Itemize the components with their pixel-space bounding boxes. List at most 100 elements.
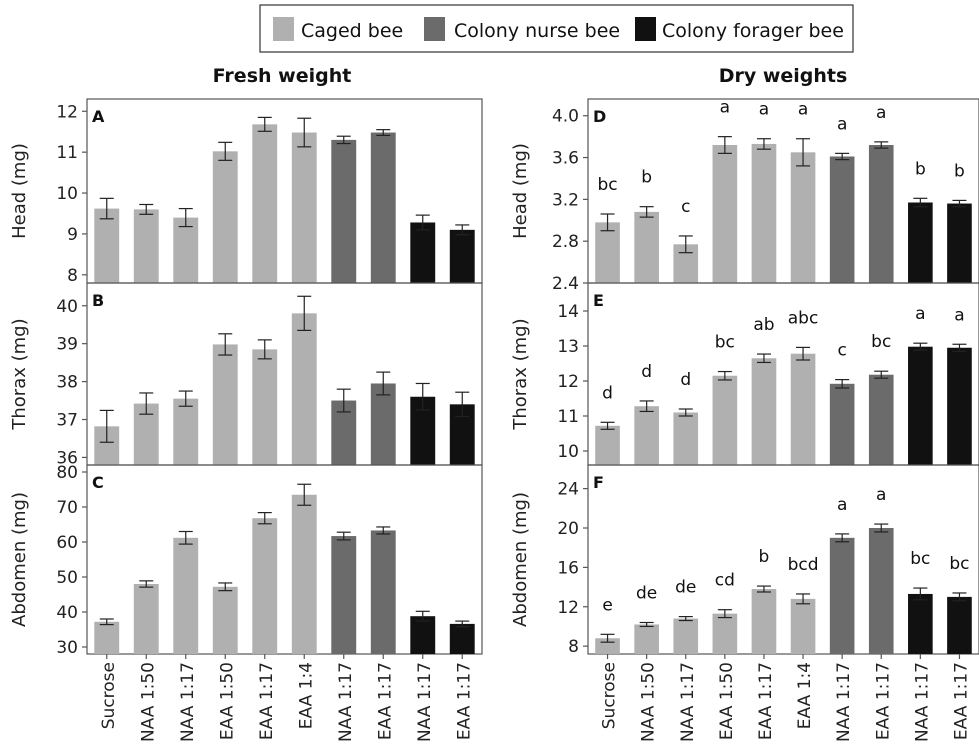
bar <box>634 211 659 283</box>
error-bar <box>99 409 114 443</box>
bar <box>829 383 855 465</box>
y-axis-label: Head (mg) <box>9 143 30 239</box>
bar <box>947 596 972 654</box>
x-tick-label: EAA 1:17 <box>756 662 776 740</box>
x-tick-label: NAA 1:17 <box>336 662 356 742</box>
y-tick-label: 39 <box>56 335 78 355</box>
error-bar <box>717 609 732 619</box>
significance-letter: e <box>602 595 612 615</box>
error-bar <box>415 610 430 622</box>
error-bar <box>835 533 850 543</box>
x-tick-label: NAA 1:17 <box>178 662 198 742</box>
bar <box>751 143 777 283</box>
y-tick-label: 12 <box>557 372 579 392</box>
y-tick-label: 14 <box>557 302 579 322</box>
x-tick-label: EAA 1:17 <box>951 662 971 740</box>
bar <box>94 208 120 283</box>
bar <box>829 537 855 654</box>
bar <box>291 313 317 465</box>
error-bar <box>99 618 114 626</box>
significance-letter: bc <box>871 332 891 352</box>
bar <box>331 139 357 283</box>
error-bar <box>415 214 430 231</box>
error-bar <box>455 224 470 236</box>
bar <box>133 584 159 654</box>
y-tick-label: 11 <box>557 407 579 427</box>
bar <box>595 222 620 283</box>
y-tick-label: 11 <box>56 143 78 163</box>
y-tick-label: 10 <box>56 184 78 204</box>
error-bar <box>178 530 193 545</box>
error-bar <box>99 197 114 220</box>
legend-frame <box>259 4 854 53</box>
bar <box>94 621 120 654</box>
error-bar <box>835 379 850 389</box>
y-axis-label: Abdomen (mg) <box>510 492 531 627</box>
significance-letter: d <box>641 362 652 382</box>
bar <box>908 346 933 465</box>
bar <box>790 598 816 654</box>
bar <box>595 425 620 465</box>
y-tick-label: 50 <box>56 568 78 588</box>
x-tick-label: NAA 1:17 <box>912 662 932 742</box>
y-tick-label: 36 <box>56 448 78 468</box>
bar <box>712 375 738 465</box>
x-tick-label: EAA 1:17 <box>454 662 474 740</box>
error-bar <box>796 346 811 361</box>
significance-letter: b <box>759 547 770 567</box>
y-tick-label: 70 <box>56 498 78 518</box>
error-bar <box>678 408 693 417</box>
bar <box>449 623 475 654</box>
x-tick-label: NAA 1:50 <box>639 662 659 742</box>
error-bar <box>455 391 470 418</box>
significance-letter: d <box>602 383 613 403</box>
legend-label-caged: Caged bee <box>301 20 403 42</box>
panel-frame <box>587 464 979 655</box>
bar <box>370 383 396 465</box>
x-tick-label: EAA 1:4 <box>795 662 815 729</box>
error-bar <box>139 203 154 215</box>
error-bar <box>913 197 928 208</box>
significance-letter: ab <box>753 315 774 335</box>
significance-letter: b <box>954 161 965 181</box>
bar <box>908 202 933 283</box>
error-bar <box>639 400 654 413</box>
x-tick-label: NAA 1:17 <box>415 662 435 742</box>
significance-letter: cd <box>715 571 735 591</box>
bar <box>410 222 436 283</box>
panel-B: B 36 37 38 39 40 Thorax (mg) <box>9 282 483 468</box>
error-bar <box>678 235 693 254</box>
error-bar <box>218 141 233 161</box>
bar <box>133 209 159 283</box>
panel-A: A 8 9 10 11 12 Head (mg) <box>9 98 483 286</box>
error-bar <box>178 390 193 407</box>
legend-swatch-caged <box>273 17 294 41</box>
bar <box>212 151 238 283</box>
bar <box>252 349 278 465</box>
error-bar <box>376 129 391 136</box>
error-bar <box>297 483 312 506</box>
error-bar <box>717 370 732 381</box>
error-bar <box>336 135 351 145</box>
x-tick-label: EAA 1:4 <box>296 662 316 729</box>
error-bar <box>139 392 154 415</box>
significance-letter: bcd <box>788 555 819 575</box>
error-bar <box>835 152 850 161</box>
significance-letter: b <box>915 159 926 179</box>
legend: Caged bee Colony nurse bee Colony forage… <box>259 4 854 53</box>
error-bar <box>874 141 889 149</box>
panel-frame <box>86 464 483 655</box>
error-bar <box>952 343 967 352</box>
error-bar <box>952 592 967 602</box>
bar <box>291 494 317 654</box>
legend-label-forager: Colony forager bee <box>662 20 844 42</box>
significance-letter: b <box>641 168 652 188</box>
error-bar <box>218 333 233 356</box>
error-bar <box>139 580 154 588</box>
error-bar <box>913 342 928 351</box>
bar <box>908 593 933 654</box>
y-axis-label: Abdomen (mg) <box>9 492 30 627</box>
x-tick-label: EAA 1:50 <box>217 662 237 740</box>
